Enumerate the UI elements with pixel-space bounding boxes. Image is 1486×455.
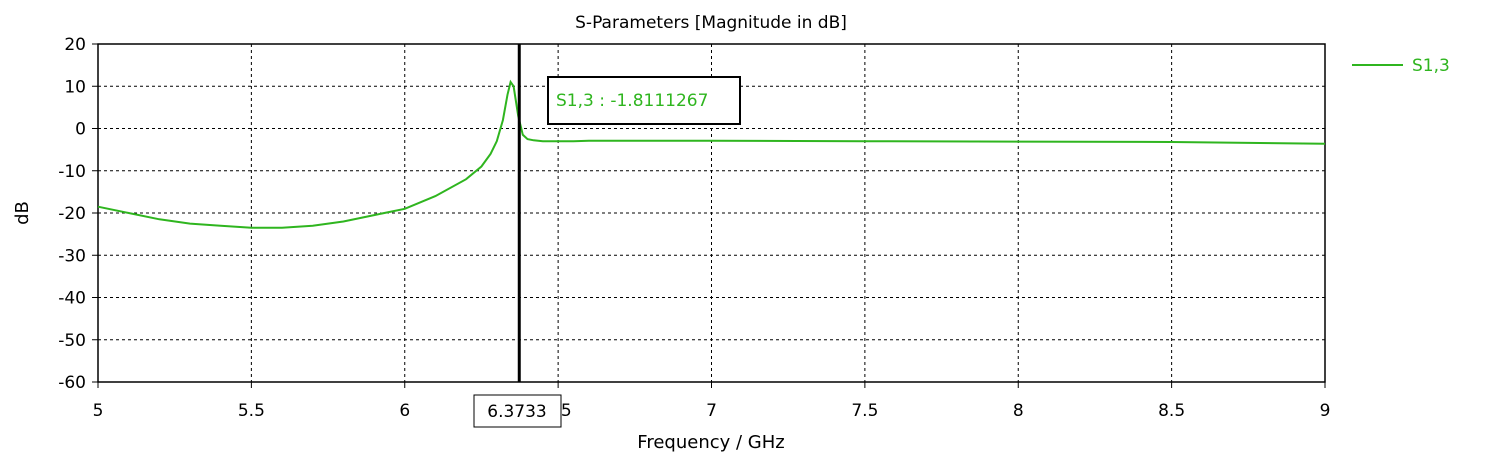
y-tick-label: -20: [58, 204, 86, 224]
y-tick-label: -50: [58, 331, 86, 351]
y-tick-label: 0: [75, 120, 86, 140]
marker-x-label: 6.3733: [473, 394, 562, 428]
x-tick-label: 5: [93, 401, 104, 421]
marker-x-label-text: 6.3733: [487, 402, 546, 422]
legend: S1,3: [1352, 56, 1450, 76]
x-axis-ticks: 55.566.577.588.59: [93, 382, 1331, 421]
x-tick-label: 7: [706, 401, 717, 421]
marker-x-label-box: [473, 394, 562, 428]
x-axis-label: Frequency / GHz: [637, 432, 784, 453]
x-tick-label: 6: [399, 401, 410, 421]
series-line-s13: [97, 79, 1326, 229]
y-tick-label: 10: [64, 77, 86, 97]
x-tick-label: 7.5: [851, 401, 878, 421]
marker-readout: S1,3 : -1.8111267: [547, 76, 741, 125]
y-tick-label: -60: [58, 373, 86, 393]
chart-title: S-Parameters [Magnitude in dB]: [575, 13, 847, 33]
x-tick-label: 8.5: [1158, 401, 1185, 421]
y-tick-label: -10: [58, 162, 86, 182]
y-axis-ticks: 20 10 0 -10 -20 -30 -40 -50 -60: [58, 35, 98, 393]
x-tick-label: 5.5: [238, 401, 265, 421]
y-axis-label: dB: [12, 201, 33, 225]
y-tick-label: -30: [58, 246, 86, 266]
x-tick-label: 9: [1320, 401, 1331, 421]
legend-label-s13: S1,3: [1412, 56, 1450, 76]
marker-readout-box: [547, 76, 741, 125]
y-tick-label: -40: [58, 289, 86, 309]
marker-readout-text: S1,3 : -1.8111267: [556, 91, 708, 111]
y-tick-label: 20: [64, 35, 86, 55]
x-tick-label: 8: [1013, 401, 1024, 421]
